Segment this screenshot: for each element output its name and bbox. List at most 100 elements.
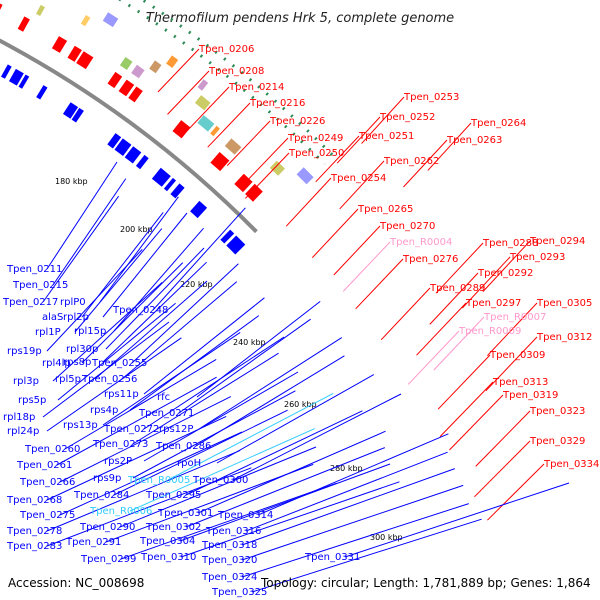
gene-label-tpen_0323[interactable]: Tpen_0323: [529, 406, 585, 417]
gene-label-rps19p[interactable]: rps19p: [7, 346, 42, 357]
gene-label-tpen_0319[interactable]: Tpen_0319: [502, 390, 558, 401]
gene-label-tpen_0273[interactable]: Tpen_0273: [92, 439, 148, 450]
gene-label-tpen_0293[interactable]: Tpen_0293: [509, 252, 565, 263]
gene-label-tpen_0252[interactable]: Tpen_0252: [379, 112, 435, 123]
gene-label-rps9p[interactable]: rps9p: [93, 473, 121, 484]
gene-label-tpen_r0009[interactable]: Tpen_R0009: [458, 326, 521, 337]
gene-label-tpen_r0004[interactable]: Tpen_R0004: [389, 237, 452, 248]
gene-label-tpen_0255[interactable]: Tpen_0255: [91, 358, 147, 369]
gene-label-tpen_0294[interactable]: Tpen_0294: [529, 236, 585, 247]
gene-label-tpen_0275[interactable]: Tpen_0275: [19, 510, 75, 521]
gene-label-tpen_0271[interactable]: Tpen_0271: [138, 408, 194, 419]
gene-label-text: Tpen_0316: [205, 526, 261, 537]
gene-label-tpen_0325[interactable]: Tpen_0325: [211, 587, 267, 598]
gene-label-tpen_0216[interactable]: Tpen_0216: [249, 98, 305, 109]
gene-label-tpen_0324[interactable]: Tpen_0324: [201, 572, 257, 583]
gene-label-tpen_0217[interactable]: Tpen_0217: [2, 297, 58, 308]
gene-label-tpen_0215[interactable]: Tpen_0215: [12, 280, 68, 291]
gene-label-rps8p[interactable]: rps8p: [63, 357, 91, 368]
gene-label-tpen_0334[interactable]: Tpen_0334: [543, 459, 599, 470]
gene-label-tpen_0290[interactable]: Tpen_0290: [79, 522, 135, 533]
gene-label-tpen_r0005[interactable]: Tpen_R0005: [127, 475, 190, 486]
gene-label-rpl2p[interactable]: rpl2p: [63, 312, 89, 323]
gene-label-rpoh[interactable]: rpoH: [177, 458, 201, 469]
gene-label-tpen_0289[interactable]: Tpen_0289: [429, 283, 485, 294]
gene-label-tpen_0320[interactable]: Tpen_0320: [201, 555, 257, 566]
gene-label-tpen_0316[interactable]: Tpen_0316: [205, 526, 261, 537]
gene-label-tpen_0301[interactable]: Tpen_0301: [157, 508, 213, 519]
connector-tpen_r0007: [433, 316, 485, 371]
gene-label-tpen_0318[interactable]: Tpen_0318: [201, 540, 257, 551]
gene-label-tpen_0265[interactable]: Tpen_0265: [357, 204, 413, 215]
gene-label-tpen_0300[interactable]: Tpen_0300: [192, 475, 248, 486]
gene-label-tpen_0260[interactable]: Tpen_0260: [24, 444, 80, 455]
gene-label-rps12p[interactable]: rps12P: [159, 424, 193, 435]
gene-label-tpen_0264[interactable]: Tpen_0264: [470, 118, 526, 129]
gene-label-text: rpl3p: [13, 376, 39, 387]
gene-label-tpen_r0007[interactable]: Tpen_R0007: [483, 312, 546, 323]
gene-label-rpl5p[interactable]: rpl5p: [55, 374, 81, 385]
gene-label-tpen_0314[interactable]: Tpen_0314: [217, 510, 273, 521]
connector-tpen_0214: [186, 86, 230, 132]
gene-label-tpen_0297[interactable]: Tpen_0297: [465, 298, 521, 309]
gene-label-tpen_0278[interactable]: Tpen_0278: [6, 526, 62, 537]
gene-label-tpen_0313[interactable]: Tpen_0313: [492, 377, 548, 388]
gene-label-tpen_0292[interactable]: Tpen_0292: [477, 268, 533, 279]
gene-label-tpen_0262[interactable]: Tpen_0262: [383, 156, 439, 167]
gene-label-tpen_0268[interactable]: Tpen_0268: [6, 495, 62, 506]
gene-label-rfc[interactable]: rfc: [157, 392, 170, 403]
gene-labels[interactable]: Tpen_0206 Tpen_0208 Tpen_0214 Tpen_0216 Tpen…: [2, 44, 599, 598]
gene-label-tpen_0295[interactable]: Tpen_0295: [145, 490, 201, 501]
gene-label-tpen_0248[interactable]: Tpen_0248: [112, 305, 168, 316]
gene-label-rps11p[interactable]: rps11p: [104, 389, 139, 400]
gene-label-tpen_0331[interactable]: Tpen_0331: [304, 552, 360, 563]
gene-label-rplp0[interactable]: rplP0: [60, 297, 86, 308]
gene-label-rps13p[interactable]: rps13p: [63, 420, 98, 431]
gene-label-rps4p[interactable]: rps4p: [90, 405, 118, 416]
gene-arrow-85: [1, 64, 12, 79]
gene-label-rps5p[interactable]: rps5p: [18, 395, 46, 406]
gene-label-tpen_0283[interactable]: Tpen_0283: [6, 541, 62, 552]
gene-label-tpen_0310[interactable]: Tpen_0310: [140, 552, 196, 563]
gene-label-tpen_0299[interactable]: Tpen_0299: [80, 554, 136, 565]
gene-label-rpl15p[interactable]: rpl15p: [74, 326, 106, 337]
gene-label-rpl18p[interactable]: rpl18p: [3, 412, 35, 423]
connector-tpen_0320: [241, 484, 464, 561]
gene-label-tpen_0263[interactable]: Tpen_0263: [446, 135, 502, 146]
gene-label-tpen_0226[interactable]: Tpen_0226: [269, 116, 325, 127]
gene-label-tpen_0276[interactable]: Tpen_0276: [402, 254, 458, 265]
gene-label-tpen_0288[interactable]: Tpen_0288: [482, 238, 538, 249]
gene-label-tpen_r0006[interactable]: Tpen_R0006: [89, 506, 152, 517]
gene-label-rpl3p[interactable]: rpl3p: [13, 376, 39, 387]
gene-label-tpen_0261[interactable]: Tpen_0261: [16, 460, 72, 471]
gene-label-rps2p[interactable]: rps2P: [104, 456, 132, 467]
gene-label-tpen_0329[interactable]: Tpen_0329: [529, 436, 585, 447]
gene-label-tpen_0251[interactable]: Tpen_0251: [358, 131, 414, 142]
gene-label-tpen_0266[interactable]: Tpen_0266: [19, 477, 75, 488]
gene-label-tpen_0249[interactable]: Tpen_0249: [287, 133, 343, 144]
gene-label-rpl24p[interactable]: rpl24p: [7, 426, 39, 437]
gene-label-tpen_0304[interactable]: Tpen_0304: [139, 536, 195, 547]
gene-label-text: Tpen_0309: [489, 350, 545, 361]
gene-label-tpen_0256[interactable]: Tpen_0256: [81, 374, 137, 385]
gene-label-rpl1p[interactable]: rpl1P: [35, 327, 61, 338]
gene-label-tpen_0254[interactable]: Tpen_0254: [330, 173, 386, 184]
gene-label-alas[interactable]: alaS: [42, 312, 63, 323]
gene-label-tpen_0305[interactable]: Tpen_0305: [536, 298, 592, 309]
gene-label-tpen_0206[interactable]: Tpen_0206: [198, 44, 254, 55]
gene-label-rpl4lp[interactable]: rpl4lp: [42, 358, 71, 369]
gene-label-tpen_0208[interactable]: Tpen_0208: [208, 66, 264, 77]
gene-label-tpen_0312[interactable]: Tpen_0312: [536, 332, 592, 343]
gene-label-tpen_0211[interactable]: Tpen_0211: [6, 264, 62, 275]
gene-label-tpen_0291[interactable]: Tpen_0291: [65, 537, 121, 548]
gene-label-tpen_0309[interactable]: Tpen_0309: [489, 350, 545, 361]
gene-label-tpen_0270[interactable]: Tpen_0270: [379, 221, 435, 232]
gene-label-tpen_0214[interactable]: Tpen_0214: [228, 82, 284, 93]
gene-label-tpen_0250[interactable]: Tpen_0250: [288, 148, 344, 159]
gene-label-rpl30p[interactable]: rpl30p: [66, 344, 98, 355]
gene-label-tpen_0253[interactable]: Tpen_0253: [403, 92, 459, 103]
gene-label-tpen_0302[interactable]: Tpen_0302: [145, 522, 201, 533]
gene-label-tpen_0286[interactable]: Tpen_0286: [155, 441, 211, 452]
gene-label-tpen_0272[interactable]: Tpen_0272: [103, 424, 159, 435]
gene-label-tpen_0284[interactable]: Tpen_0284: [73, 490, 129, 501]
